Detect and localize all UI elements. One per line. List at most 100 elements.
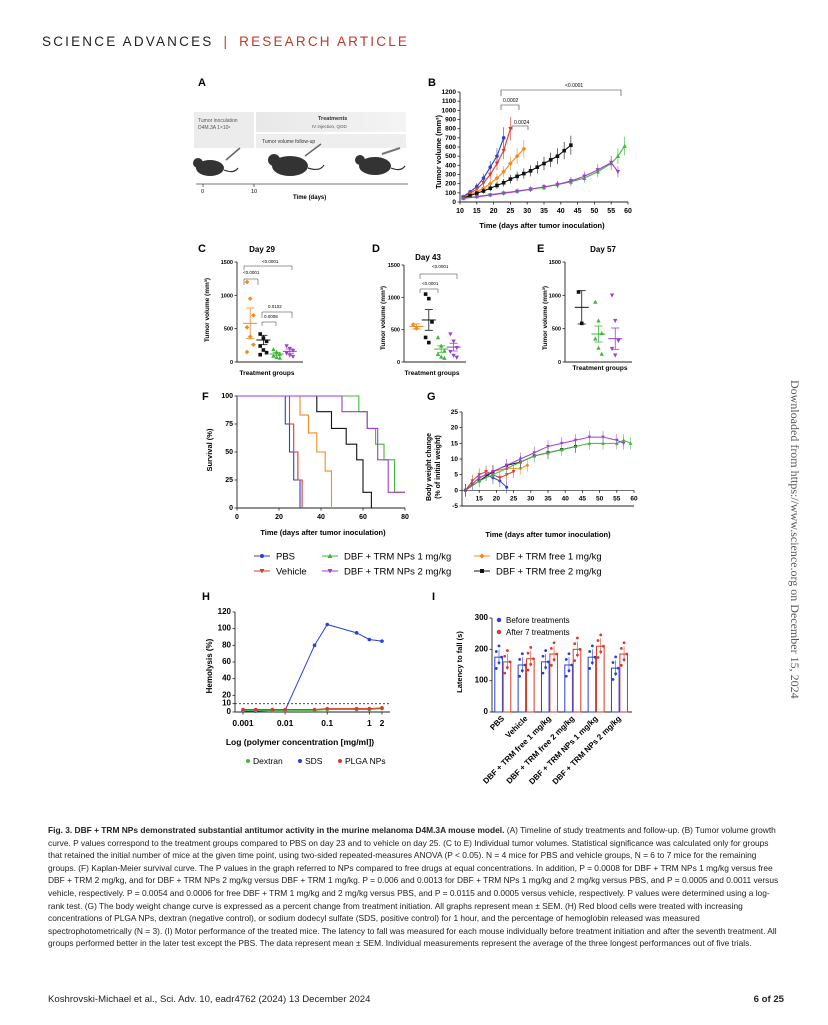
legend-label: DBF + TRM NPs 2 mg/kg <box>344 567 451 578</box>
data-point <box>595 168 600 173</box>
data-point <box>611 661 615 664</box>
x-tick-label: 35 <box>544 495 552 502</box>
header-separator: | <box>223 34 230 49</box>
data-point <box>494 175 500 181</box>
y-tick-label: 0 <box>558 360 561 366</box>
data-point <box>544 666 548 669</box>
data-point <box>528 187 533 192</box>
data-point <box>241 707 245 712</box>
data-point <box>609 293 615 298</box>
data-point <box>451 339 456 344</box>
data-point <box>367 637 372 642</box>
y-tick-label: 100 <box>218 624 232 633</box>
x-tick-label: 0 <box>235 514 239 521</box>
data-point <box>578 647 582 651</box>
syringe-icon-1 <box>225 147 241 161</box>
data-point <box>614 672 618 676</box>
data-point <box>505 485 509 489</box>
data-point <box>481 180 486 186</box>
data-point <box>518 466 523 471</box>
data-point <box>522 171 526 176</box>
data-point <box>501 136 506 140</box>
data-point <box>616 338 621 344</box>
y-tick-label: 120 <box>218 607 232 616</box>
bar <box>587 656 597 713</box>
data-point <box>518 457 523 461</box>
panel-h-ylabel: Hemolysis (%) <box>205 638 214 693</box>
panel-f-ylabel: Survival (%) <box>205 428 214 471</box>
timeline-tick-0: 0 <box>201 189 204 195</box>
data-point <box>508 126 513 132</box>
y-tick-label: 900 <box>445 117 456 124</box>
data-point <box>599 351 604 356</box>
y-tick-label: 1500 <box>549 260 561 266</box>
data-point <box>564 657 568 661</box>
data-point <box>521 146 527 152</box>
panel-b-pvalue-1: <0.0001 <box>565 83 583 89</box>
data-point <box>287 353 292 358</box>
data-point <box>247 296 253 302</box>
data-point <box>576 636 579 640</box>
y-tick-label: 20 <box>451 425 459 432</box>
panel-d-p1: <0.0001 <box>432 264 449 269</box>
data-point <box>427 296 431 301</box>
data-point <box>380 639 384 643</box>
survival-line <box>237 395 405 493</box>
panel-g-ylabel-1: Body weight change <box>426 433 433 501</box>
data-point <box>511 470 516 474</box>
data-point <box>270 707 275 712</box>
followup-label: Tumor volume follow-up <box>262 139 315 145</box>
legend-label: PBS <box>276 552 295 563</box>
legend-label: DBF + TRM NPs 1 mg/kg <box>344 552 451 563</box>
y-tick-label: 0 <box>227 707 232 716</box>
data-point <box>544 649 548 652</box>
panel-e-chart: E Day 57 Tumor volume (mm³) Treatment gr… <box>537 243 632 372</box>
data-point <box>488 172 493 177</box>
y-tick-label: 700 <box>445 135 456 142</box>
data-point <box>576 290 581 294</box>
x-tick-label: 55 <box>607 208 615 215</box>
data-point <box>488 193 493 198</box>
data-point <box>258 352 262 357</box>
y-tick-label: 50 <box>225 449 233 456</box>
y-tick-label: 100 <box>221 393 233 400</box>
y-tick-label: 200 <box>445 181 456 188</box>
panel-b-pvalue-2: 0.0002 <box>503 98 519 104</box>
data-point <box>555 154 560 158</box>
data-point <box>582 174 587 179</box>
data-point <box>325 622 330 627</box>
treatments-sub: IV injection, QOD <box>312 124 348 129</box>
x-tick-label: 45 <box>579 495 587 502</box>
data-point <box>602 644 605 648</box>
data-point <box>274 349 279 354</box>
data-point <box>274 354 279 360</box>
x-tick-label: 40 <box>557 208 565 215</box>
y-tick-label: 40 <box>222 674 231 683</box>
bar <box>549 653 558 713</box>
inoculation-box <box>194 112 254 148</box>
y-tick-label: 800 <box>445 126 456 133</box>
data-point <box>474 195 479 200</box>
bar <box>494 656 503 713</box>
data-point <box>463 488 468 493</box>
data-point <box>258 332 262 336</box>
y-tick-label: 0 <box>484 707 489 716</box>
data-point <box>625 652 629 656</box>
inoculation-dose: D4M.3A 1×10⁶ <box>198 125 231 131</box>
data-point <box>439 354 444 359</box>
data-point <box>481 185 486 191</box>
x-tick-label: 55 <box>613 495 621 502</box>
legend-label: PLGA NPs <box>345 756 386 766</box>
data-point <box>590 661 594 665</box>
legend-marker <box>479 553 485 559</box>
data-point <box>497 644 501 648</box>
bar <box>502 661 512 713</box>
series-line <box>463 148 525 198</box>
panel-g-letter: G <box>427 391 436 403</box>
data-point <box>500 655 504 659</box>
data-point <box>264 339 269 344</box>
x-tick-label: 40 <box>317 514 325 521</box>
data-point <box>495 154 499 158</box>
panel-f-xlabel: Time (days after tumor inoculation) <box>260 528 386 537</box>
data-point <box>271 346 276 352</box>
